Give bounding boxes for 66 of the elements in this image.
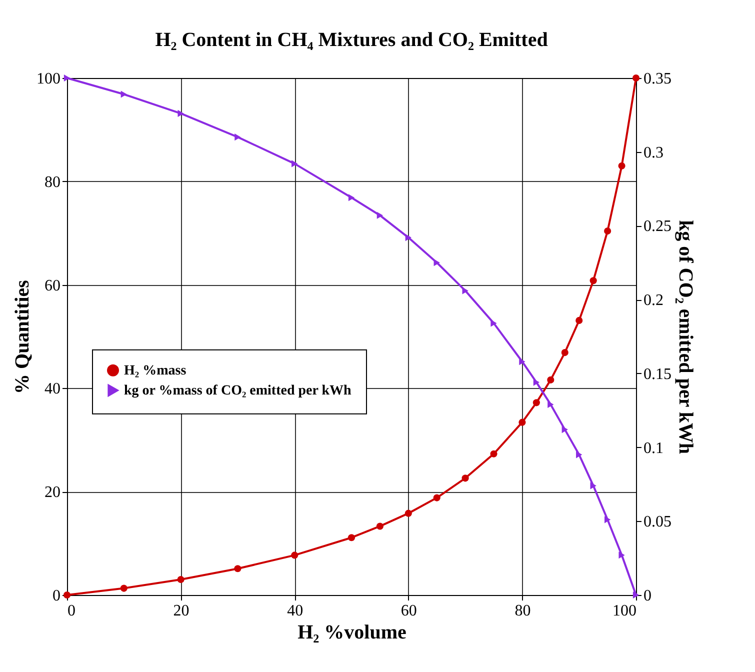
point xyxy=(348,534,356,542)
point xyxy=(562,426,568,434)
point xyxy=(533,378,540,386)
point xyxy=(604,228,612,235)
y-axis-title: % Quantities xyxy=(12,280,34,394)
point xyxy=(618,162,626,170)
y2-tick-label: 0.2 xyxy=(644,292,664,310)
x-tick-label: 0 xyxy=(68,602,76,620)
point xyxy=(64,74,70,82)
point xyxy=(462,474,469,482)
x-tick-label: 20 xyxy=(173,602,190,620)
y-tick-label: 60 xyxy=(44,277,60,294)
point xyxy=(376,522,384,530)
y2-tick-label: 0.15 xyxy=(644,366,672,383)
legend-label: H₂ %mass xyxy=(124,363,187,378)
point xyxy=(177,576,184,584)
y-tick-label: 40 xyxy=(44,380,60,398)
x-tick-label: 60 xyxy=(400,602,417,620)
x-tick-label: 100 xyxy=(612,602,636,620)
point xyxy=(63,591,71,599)
y2-tick-label: 0.3 xyxy=(644,144,664,162)
point xyxy=(576,316,583,324)
point xyxy=(618,552,625,559)
point xyxy=(490,450,498,458)
y-tick-label: 100 xyxy=(36,70,60,88)
y2-tick-label: 0.25 xyxy=(644,218,672,236)
point xyxy=(120,584,128,592)
y2-tick-label: 0.05 xyxy=(644,514,672,531)
point xyxy=(518,418,526,426)
point xyxy=(348,194,355,202)
point xyxy=(632,74,640,82)
point xyxy=(632,591,640,599)
point xyxy=(532,399,540,406)
x-tick-label: 80 xyxy=(514,602,531,620)
y2-tick-label: 0.1 xyxy=(644,440,664,457)
y-tick-label: 0 xyxy=(52,588,60,604)
point xyxy=(548,400,554,408)
y2-tick-label: 0.35 xyxy=(644,70,672,88)
point xyxy=(490,320,497,327)
point xyxy=(519,358,526,366)
point xyxy=(462,287,468,294)
point xyxy=(604,516,611,524)
point xyxy=(234,565,242,572)
point xyxy=(291,552,298,559)
point xyxy=(404,510,412,517)
point xyxy=(434,259,440,266)
x-axis-title: H₂ %volume xyxy=(298,622,406,644)
point xyxy=(433,494,440,502)
point xyxy=(561,349,568,356)
chart-title: H₂ Content in CH₄ Mixtures and CO₂ Emitted xyxy=(155,29,548,51)
x-tick-label: 40 xyxy=(287,602,304,620)
point xyxy=(120,90,127,98)
y-tick-label: 20 xyxy=(44,484,60,502)
y2-tick-label: 0 xyxy=(644,588,652,604)
point xyxy=(405,234,412,242)
point xyxy=(376,212,384,219)
y-tick-label: 80 xyxy=(44,174,60,191)
legend-label: kg or %mass of CO₂ emitted per kWh xyxy=(124,383,352,398)
point xyxy=(547,376,554,384)
point xyxy=(292,160,298,168)
point xyxy=(234,134,241,141)
point xyxy=(590,277,597,284)
y2-axis-title: kg of CO₂ emitted per kWh xyxy=(674,220,696,454)
point xyxy=(576,451,582,458)
point xyxy=(178,110,184,117)
point xyxy=(590,482,596,490)
